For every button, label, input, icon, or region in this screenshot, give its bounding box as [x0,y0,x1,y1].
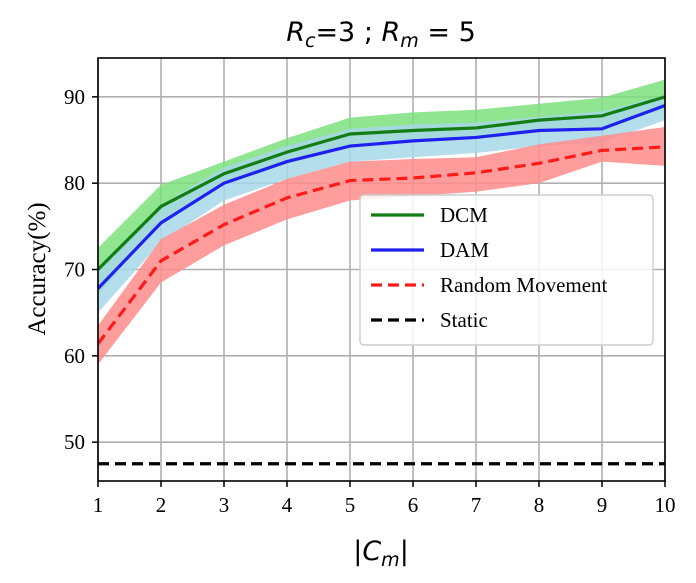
y-tick-label: 70 [64,258,85,282]
band-dam [98,95,665,313]
legend: DCM DAM Random Movement Static [359,194,654,346]
x-tick-label: 6 [408,493,419,517]
legend-label: DCM [440,203,488,227]
series-lines [96,95,666,466]
x-tick-label: 7 [471,493,482,517]
x-tick-label: 5 [345,493,356,517]
y-tick-label: 50 [64,430,85,454]
y-tick-label: 90 [64,85,85,109]
x-tick-label: 1 [93,493,104,517]
legend-box [359,194,654,346]
x-tick-label: 10 [655,493,676,517]
y-axis-label: Accuracy(%) [24,202,51,335]
chart-title: Rc=3 ; Rm = 5 [286,17,476,52]
series-line-dam [96,103,666,290]
x-tick-label: 8 [534,493,545,517]
x-tick-label: 9 [597,493,608,517]
y-tick-label: 80 [64,171,85,195]
legend-label: DAM [440,238,489,262]
legend-label: Random Movement [440,273,608,297]
series-line-dcm [96,95,666,271]
y-tick-label: 60 [64,344,85,368]
legend-label: Static [440,308,488,332]
series-line-random-movement [96,145,666,345]
x-tick-label: 3 [219,493,230,517]
x-axis-label: |Cm| [353,536,409,571]
ticks: 1 2 3 4 5 6 7 8 9 10 50 60 70 80 90 [64,85,676,517]
x-tick-label: 4 [282,493,293,517]
x-tick-label: 2 [156,493,167,517]
